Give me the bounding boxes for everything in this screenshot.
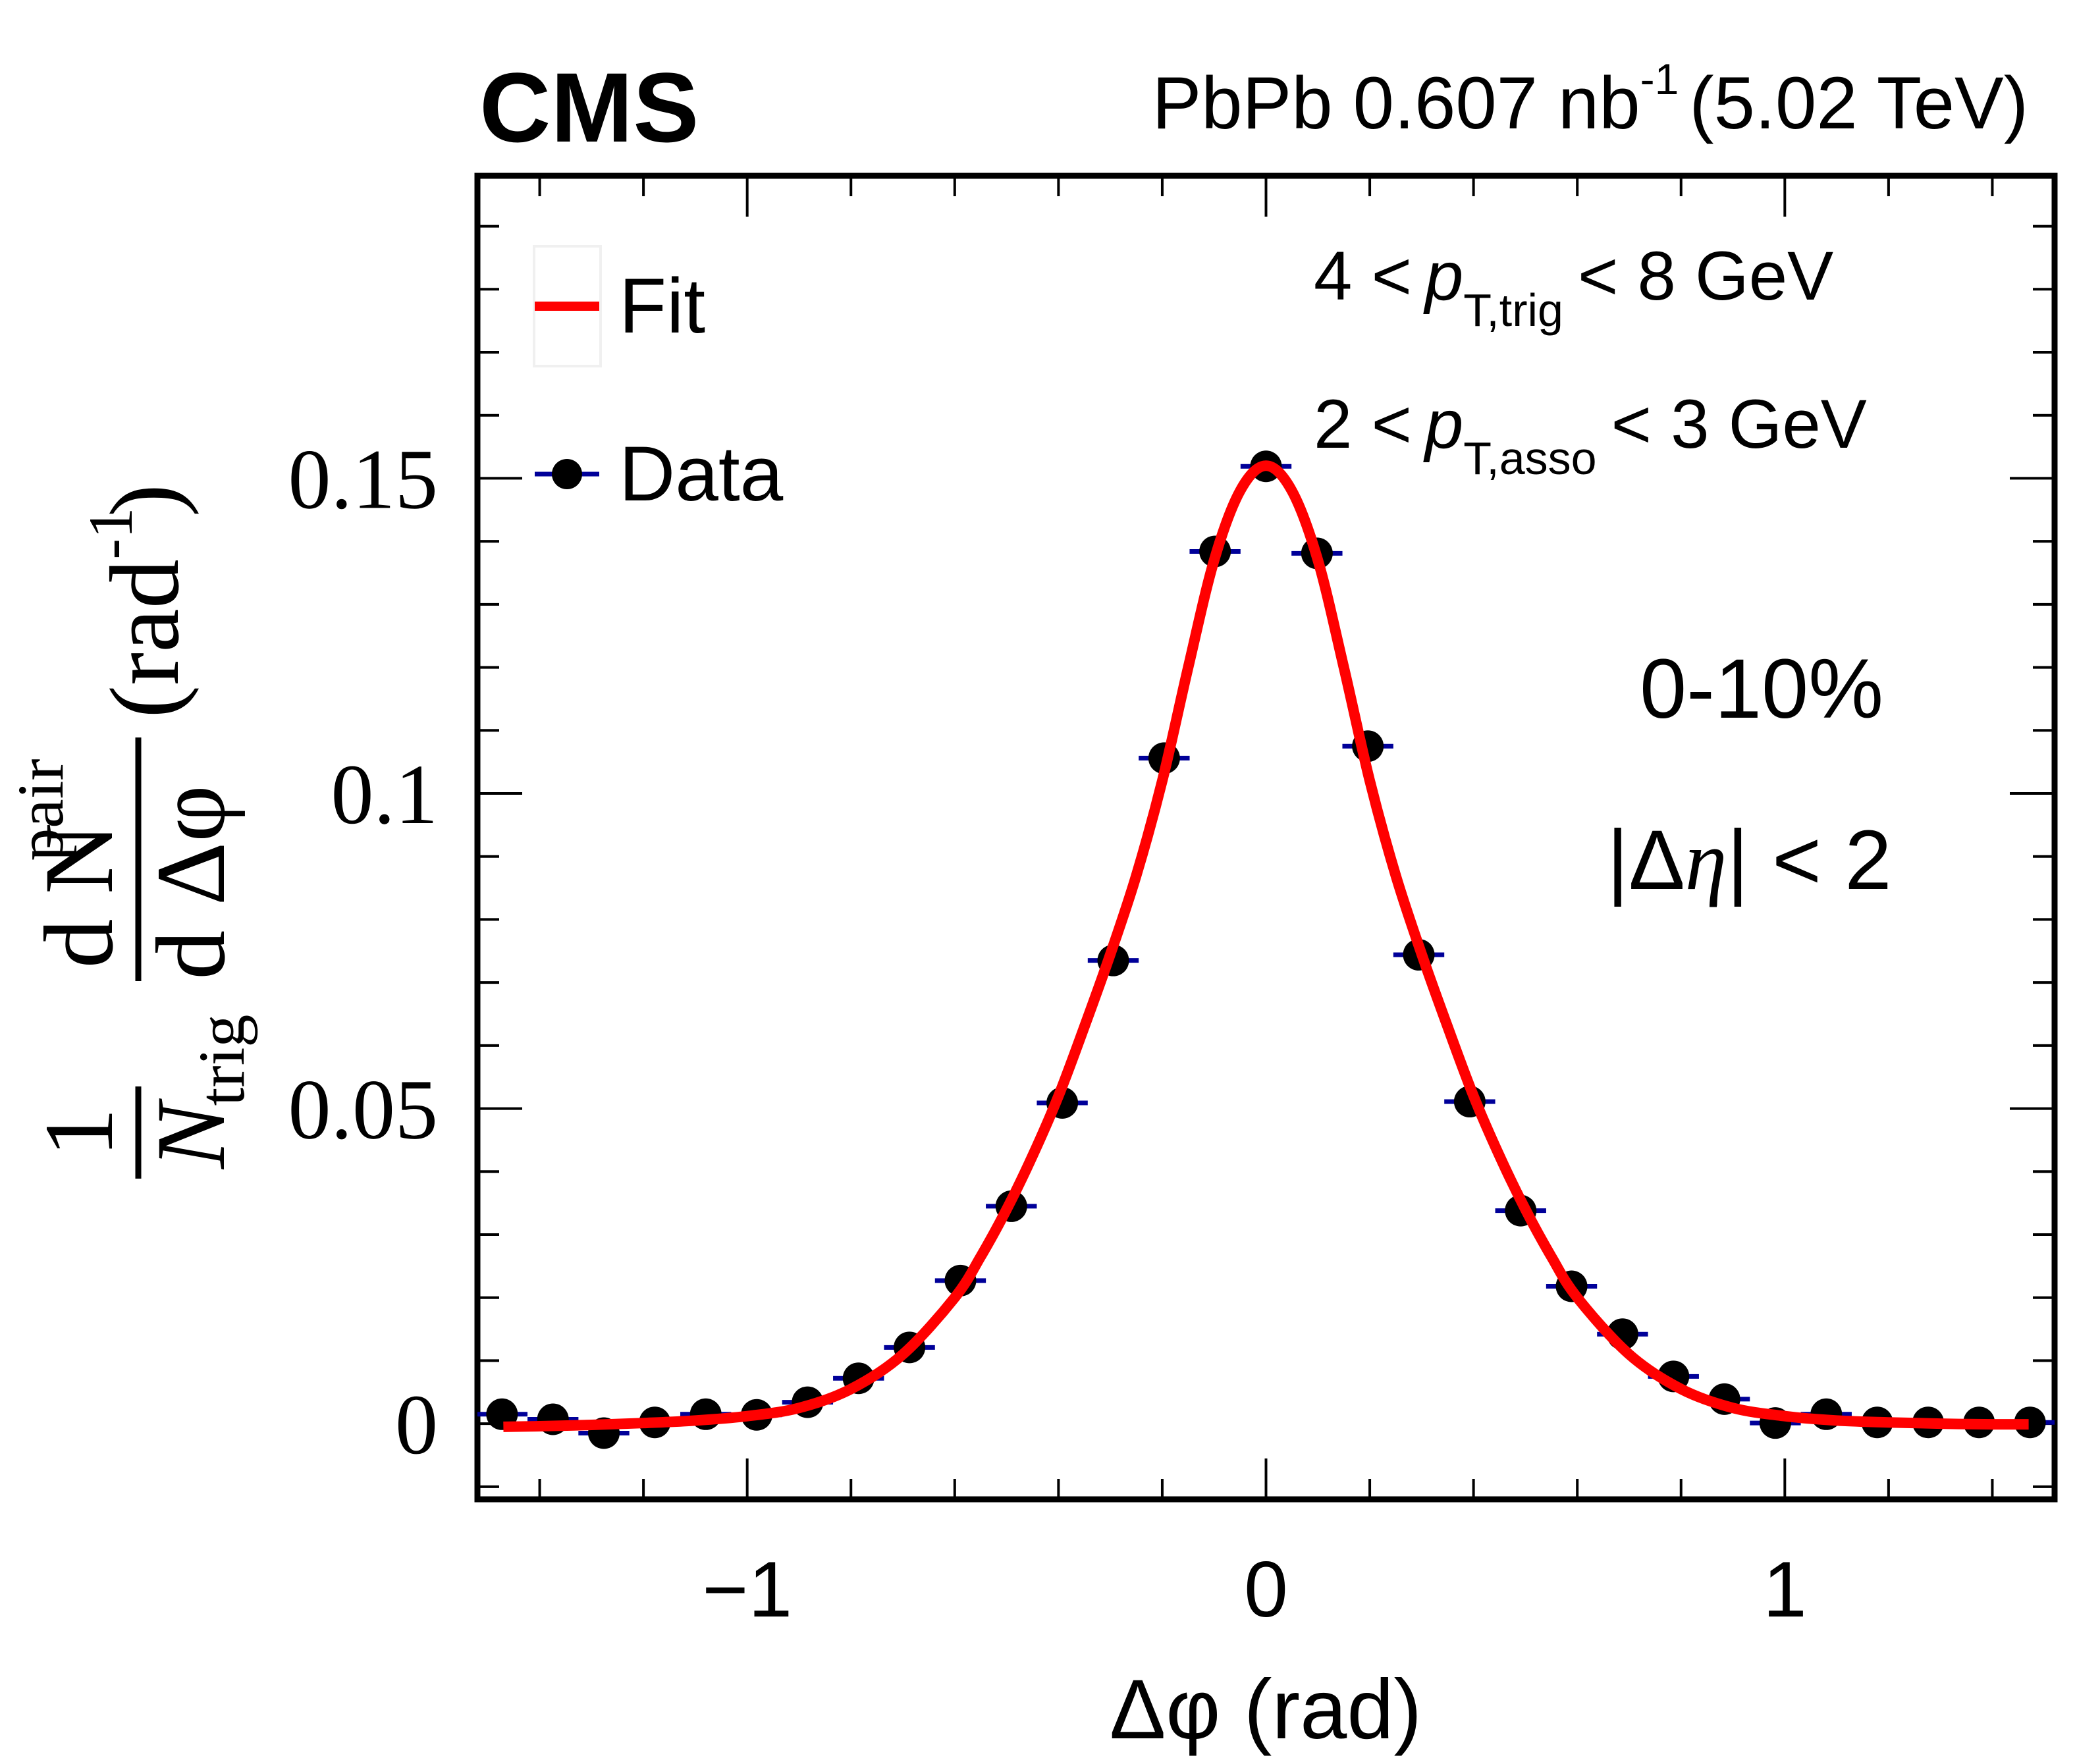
y-title-numerator-one: 1: [24, 1108, 134, 1158]
y-title-pair-superscript: pair: [4, 759, 77, 861]
legend-fit-box: [533, 245, 602, 367]
y-tick-label: 0.05: [288, 1063, 439, 1158]
luminosity-exponent: -1: [1640, 55, 1679, 103]
data-markers: [486, 450, 2046, 1449]
y-tick-label: 0.15: [288, 432, 439, 527]
energy-label: (5.02 TeV): [1689, 62, 2028, 144]
y-tick-label: 0.1: [331, 747, 439, 842]
trig-low: 4 <: [1314, 238, 1412, 315]
y-tick-label: 0: [395, 1377, 438, 1472]
fit-curve: [503, 460, 2029, 1432]
associated-pt-cut: 2 < pT,asso < 3 GeV: [1314, 386, 1867, 484]
luminosity-value: PbPb 0.607 nb: [1152, 62, 1640, 144]
trig-sub: T,trig: [1463, 284, 1563, 336]
axis-ticks: [477, 176, 2055, 1499]
eta-open: |Δ: [1607, 813, 1685, 907]
y-title-dN: d N: [24, 823, 134, 969]
y-title-unit-exponent: -1: [76, 507, 146, 559]
x-tick-label: −1: [702, 1545, 792, 1634]
x-axis-title: Δφ (rad): [1110, 1663, 1422, 1757]
legend: Fit Data: [533, 245, 784, 518]
y-title-unit: (rad: [90, 559, 200, 718]
eta-close: | < 2: [1727, 813, 1891, 907]
asso-sub: T,asso: [1463, 433, 1596, 484]
x-tick-label: 1: [1763, 1545, 1807, 1634]
centrality-label: 0-10%: [1640, 642, 1883, 736]
y-title-N: N: [136, 1098, 246, 1170]
eta-symbol: η: [1685, 814, 1727, 907]
trigger-pt-cut: 4 < pT,trig < 8 GeV: [1314, 238, 1833, 336]
legend-fit-label: Fit: [619, 263, 705, 350]
axis-tick-labels: −1 0 1 0 0.05 0.1 0.15: [288, 432, 1807, 1634]
luminosity-label: PbPb 0.607 nb-1 (5.02 TeV): [1152, 55, 2028, 144]
trig-p: p: [1423, 238, 1463, 315]
legend-data-marker: [552, 459, 582, 489]
trig-high: < 8 GeV: [1578, 238, 1833, 315]
x-tick-label: 0: [1244, 1545, 1288, 1634]
error-bars: [477, 464, 2055, 1435]
legend-data-label: Data: [619, 431, 784, 518]
asso-low: 2 <: [1314, 386, 1412, 463]
asso-high: < 3 GeV: [1611, 386, 1867, 463]
experiment-label: CMS: [479, 52, 699, 163]
y-title-trig-subscript: trig: [185, 1015, 258, 1106]
asso-p: p: [1423, 386, 1463, 463]
y-title-dphi: d Δφ: [136, 785, 246, 980]
y-title-unit-close: ): [90, 484, 200, 517]
eta-cut-label: |Δη| < 2: [1607, 813, 1892, 907]
data-point: [2014, 1406, 2046, 1439]
